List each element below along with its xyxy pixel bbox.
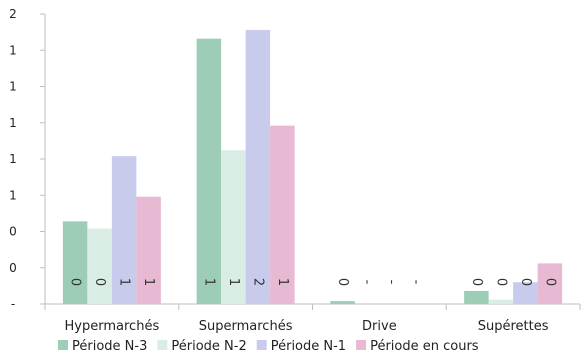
bar	[221, 150, 246, 304]
data-label: 0	[493, 278, 508, 286]
data-label: 0	[92, 278, 107, 286]
x-category-label: Drive	[362, 319, 397, 334]
y-tick-label: 1	[9, 152, 17, 166]
data-label: 1	[117, 278, 132, 286]
data-labels: 0 1 0 0 0 1 - 0 1 2 - 0 1 1 - 0	[68, 278, 558, 286]
bar	[196, 38, 222, 305]
y-tick-label: 1	[9, 188, 17, 202]
y-tick-label: 1	[9, 80, 17, 94]
legend-label: Période N-3	[72, 339, 147, 354]
data-label: 0	[335, 278, 350, 286]
bar	[136, 196, 161, 304]
x-category-label: Supérettes	[478, 319, 549, 334]
bars	[62, 29, 563, 305]
y-tick-label: 1	[9, 116, 17, 130]
y-tick-label: 1	[9, 43, 17, 57]
data-label: 1	[226, 278, 241, 286]
x-axis: Hypermarchés Supermarchés Drive Supérettes	[44, 303, 581, 334]
data-label: 0	[469, 278, 484, 286]
bar	[330, 301, 355, 304]
data-label: 0	[518, 278, 533, 286]
y-tick-label: 0	[9, 225, 17, 239]
x-category-label: Hypermarchés	[65, 319, 160, 334]
bar	[270, 125, 295, 305]
bar	[87, 228, 112, 304]
bar	[464, 290, 489, 304]
legend-swatch	[157, 340, 168, 350]
bar	[111, 156, 137, 304]
legend-label: Période N-2	[171, 339, 246, 354]
legend-swatch	[356, 340, 367, 350]
data-label: -	[384, 280, 399, 285]
legend-label: Période N-1	[271, 339, 346, 354]
y-axis: - 0 0 1 1 1 1 1 2	[9, 7, 46, 311]
bar	[537, 263, 563, 304]
data-label: 2	[250, 278, 265, 286]
y-tick-label: -	[11, 297, 15, 311]
legend-swatch	[58, 340, 68, 350]
data-label: -	[360, 280, 375, 285]
y-tick-label: 2	[9, 7, 17, 21]
bar	[513, 282, 538, 304]
x-category-label: Supermarchés	[199, 319, 293, 334]
data-label: 0	[68, 278, 83, 286]
bar	[488, 299, 514, 304]
legend: Période N-3 Période N-2 Période N-1 Période…	[58, 339, 479, 354]
bar	[245, 29, 271, 304]
y-tick-label: 0	[9, 261, 17, 275]
data-label: 1	[141, 278, 156, 286]
legend-label: Période en cours	[370, 339, 479, 354]
bar	[62, 221, 88, 304]
data-label: 0	[542, 278, 557, 286]
data-label: 1	[201, 278, 216, 286]
data-label: -	[409, 280, 424, 285]
legend-swatch	[256, 340, 267, 350]
data-label: 1	[275, 278, 290, 286]
